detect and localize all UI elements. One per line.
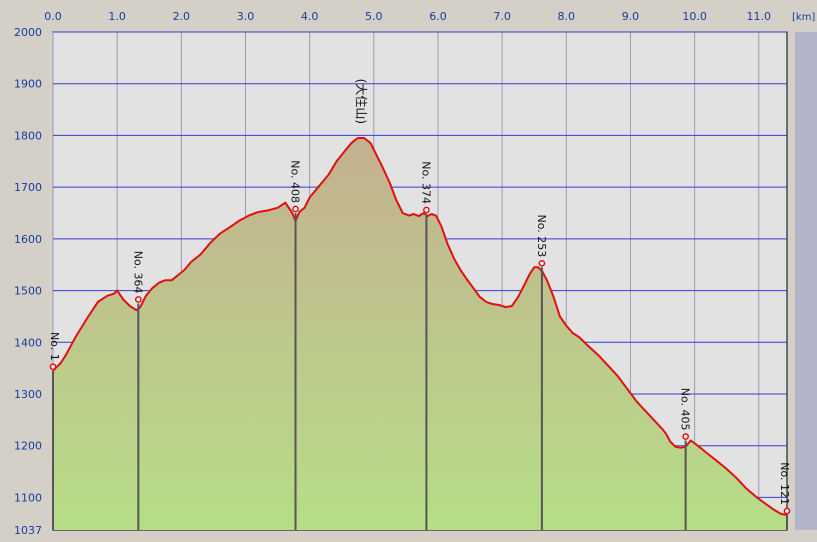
x-tick-label: 4.0 — [301, 10, 319, 23]
x-tick-label: 9.0 — [622, 10, 640, 23]
x-tick-label: 11.0 — [747, 10, 772, 23]
x-tick-label: 3.0 — [237, 10, 255, 23]
marker-point — [292, 205, 299, 213]
right-scroll-strip[interactable] — [795, 32, 817, 530]
waypoint-markers: No. 1 No. 364 No. 408 No. 374 No. 253 No. 405… — [48, 160, 791, 530]
marker-point — [682, 433, 689, 440]
marker-point — [49, 363, 57, 371]
marker-point — [783, 507, 791, 515]
marker-point — [538, 259, 546, 267]
marker-point — [134, 296, 142, 303]
marker-label: No. 1 — [48, 332, 61, 361]
marker-label: No. 374 — [419, 161, 432, 204]
elevation-line — [52, 137, 788, 516]
y-tick-label: 1600 — [14, 233, 42, 246]
y-tick-label: 1200 — [14, 440, 42, 453]
y-axis-ticks: 1037 1100 1200 1300 1400 1500 1600 1700 1800 1900… — [14, 26, 42, 537]
x-unit-label: [km] — [792, 12, 815, 23]
marker-label: No. 121 — [778, 462, 791, 505]
y-tick-label: 1400 — [14, 336, 42, 349]
marker-label: No. 253 — [535, 215, 548, 258]
x-tick-label: 1.0 — [108, 10, 126, 23]
x-tick-label: 0.0 — [44, 10, 62, 23]
y-tick-label: 1100 — [14, 491, 42, 504]
y-tick-label: 1900 — [14, 78, 42, 91]
y-tick-label: 1037 — [14, 524, 42, 537]
peak-label-group: (大住山) — [354, 79, 368, 124]
marker-point — [423, 206, 430, 214]
x-tick-label: 5.0 — [365, 10, 383, 23]
x-tick-label: 2.0 — [173, 10, 191, 23]
x-tick-label: 8.0 — [558, 10, 576, 23]
marker-label: No. 405 — [679, 388, 692, 431]
marker-label: No. 408 — [289, 160, 302, 203]
y-tick-label: 1700 — [14, 181, 42, 194]
y-tick-label: 1800 — [14, 129, 42, 142]
y-tick-label: 1300 — [14, 388, 42, 401]
peak-label: (大住山) — [354, 79, 368, 124]
x-tick-label: 10.0 — [682, 10, 707, 23]
x-tick-label: 6.0 — [429, 10, 447, 23]
x-tick-label: 7.0 — [493, 10, 511, 23]
elevation-area — [53, 138, 787, 530]
x-axis-ticks: 0.0 1.0 2.0 3.0 4.0 5.0 6.0 7.0 8.0 9.0 10.0 11.0 — [44, 10, 771, 23]
marker-label: No. 364 — [131, 251, 144, 294]
y-tick-label: 2000 — [14, 26, 42, 39]
y-tick-label: 1500 — [14, 285, 42, 298]
